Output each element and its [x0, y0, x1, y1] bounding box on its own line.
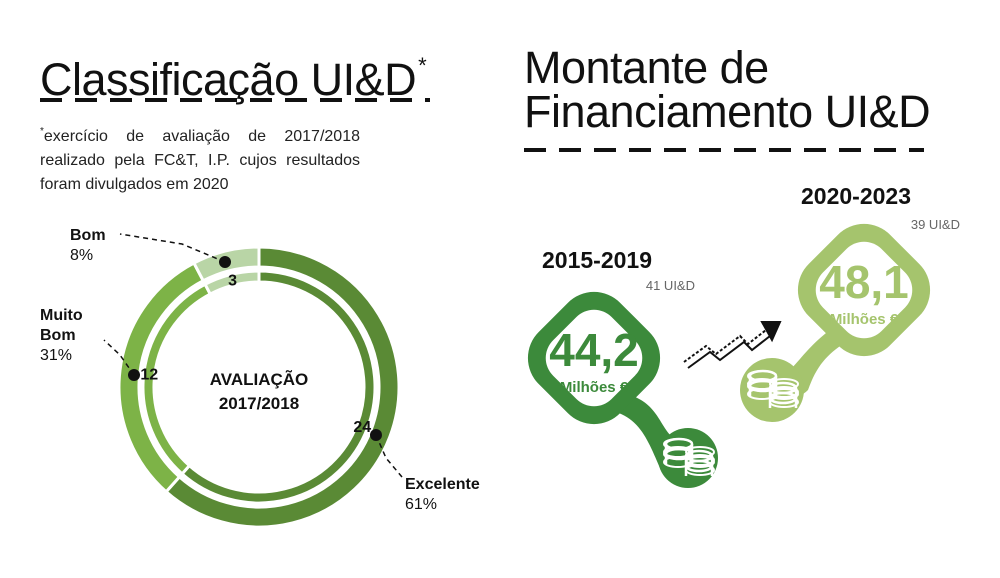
funding-title: Montante de Financiamento UI&D: [524, 45, 931, 137]
leader-line-bom: [119, 233, 226, 263]
label-bom-percent: 8%: [70, 247, 94, 264]
label-excelente: Excelente 61%: [405, 475, 480, 515]
label-bom: Bom 8%: [70, 226, 106, 266]
funding-unit-2020-2023: Milhões €: [830, 311, 899, 328]
label-excelente-percent: 61%: [405, 496, 438, 513]
funding-dash-underline: [524, 148, 924, 152]
coin-stack-icon: [664, 437, 714, 476]
label-muito-bom-name: Muito Bom: [40, 307, 83, 344]
funding-unit-2015-2019: Milhões €: [560, 379, 629, 396]
funding-title-line2: Financiamento UI&D: [524, 86, 931, 137]
donut-center-label-2: 2017/2018: [219, 394, 299, 413]
slice-count-muito-bom: 12: [140, 367, 158, 384]
footnote-asterisk: *: [40, 126, 44, 137]
classification-title: Classificação UI&D*: [40, 40, 427, 106]
title-asterisk: *: [418, 53, 427, 78]
funding-period-2020-2023: 2020-2023: [801, 183, 911, 209]
title-dash-underline: [40, 98, 430, 102]
funding-block-2015-2019: 44,2 Milhões € 2015-2019 41 UI&D: [527, 247, 718, 488]
donut-inner-slice-bom: [203, 269, 261, 297]
label-excelente-name: Excelente: [405, 476, 480, 493]
callout-dot-bom: [219, 256, 231, 268]
rising-arrow-icon: [683, 321, 782, 369]
funding-amount-2020-2023: 48,1: [819, 256, 909, 308]
slice-count-excelente: 24: [353, 419, 371, 436]
label-muito-bom: Muito Bom 31%: [40, 306, 110, 366]
label-bom-name: Bom: [70, 227, 106, 244]
leader-line-muito-bom: [103, 339, 135, 376]
funding-units-2015-2019: 41 UI&D: [646, 278, 695, 293]
coin-stack-icon: [748, 369, 798, 408]
callout-dot-muito-bom: [128, 369, 140, 381]
funding-inner-shape-2015-2019: [545, 309, 643, 407]
donut-center-label-1: AVALIAÇÃO: [210, 369, 309, 389]
funding-title-line1: Montante de: [524, 42, 769, 93]
callout-dot-excelente: [370, 429, 382, 441]
footnote-text: exercício de avaliação de 2017/2018 real…: [40, 128, 360, 193]
funding-period-2015-2019: 2015-2019: [542, 247, 652, 273]
funding-amount-2015-2019: 44,2: [549, 324, 639, 376]
funding-units-2020-2023: 39 UI&D: [911, 217, 960, 232]
label-muito-bom-percent: 31%: [40, 347, 73, 364]
slice-count-bom: 3: [228, 273, 237, 290]
evaluation-footnote: *exercício de avaliação de 2017/2018 rea…: [40, 120, 360, 197]
classification-title-text: Classificação UI&D: [40, 54, 417, 105]
funding-inner-shape-2020-2023: [815, 241, 913, 339]
